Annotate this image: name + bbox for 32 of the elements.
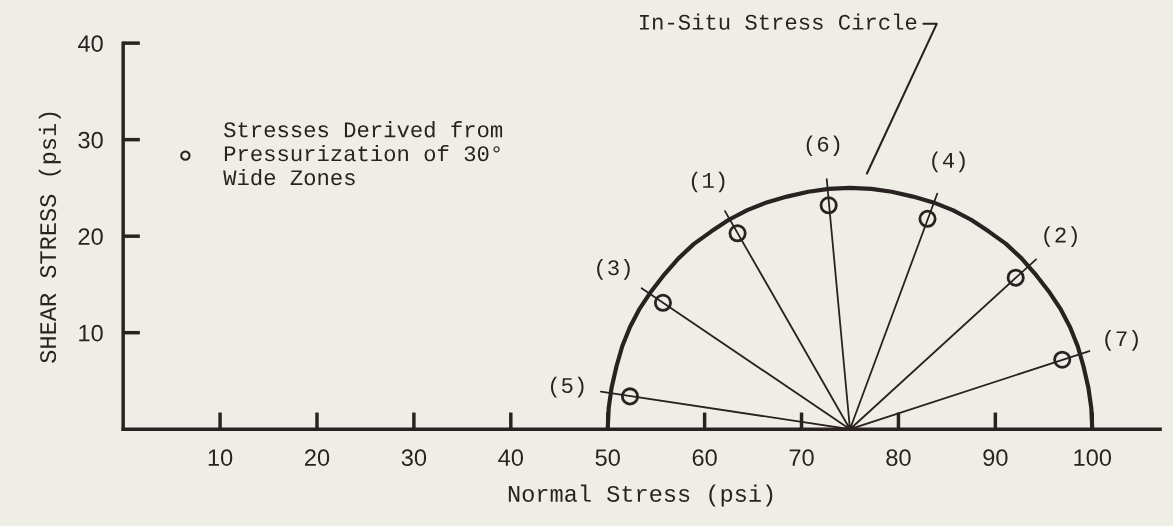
- point: [620, 387, 640, 406]
- legend-label: Stresses Derived from Pressurization of 30° Wide Zones: [223, 121, 503, 186]
- x-tick-label: 100: [1074, 449, 1112, 466]
- y-tick-label: 40: [78, 35, 103, 52]
- x-tick-label: 10: [208, 449, 233, 466]
- x-tick-label: 40: [498, 449, 524, 466]
- annotation: (3): [597, 258, 630, 280]
- y-tick-label: 20: [78, 228, 103, 245]
- point: [1053, 350, 1072, 369]
- y-axis-title: SHEAR STRESS (psi): [38, 112, 61, 363]
- annotation: (4): [932, 151, 965, 173]
- x-tick-label: 50: [595, 449, 620, 466]
- annotation: (5): [550, 376, 584, 398]
- x-tick-label: 20: [305, 449, 330, 466]
- point: [728, 224, 747, 243]
- x-tick-label: 30: [401, 449, 427, 466]
- point: [819, 196, 838, 215]
- x-axis-title: Normal Stress (psi): [508, 484, 773, 507]
- point: [653, 293, 672, 312]
- x-tick-label: 80: [886, 449, 911, 466]
- annotation: (7): [1105, 329, 1138, 351]
- point: [1006, 268, 1025, 287]
- annotation: (2): [1044, 226, 1077, 247]
- point: [918, 209, 937, 228]
- x-tick-label: 90: [983, 449, 1008, 466]
- text: In-Situ Stress Circle: [639, 13, 917, 30]
- y-tick-label: 10: [79, 324, 103, 342]
- x-tick-label: 70: [789, 449, 814, 466]
- x-tick-label: 60: [692, 449, 717, 466]
- annotation: (6): [806, 135, 840, 157]
- y-tick-label: 30: [78, 131, 103, 149]
- annotation: (1): [691, 171, 725, 193]
